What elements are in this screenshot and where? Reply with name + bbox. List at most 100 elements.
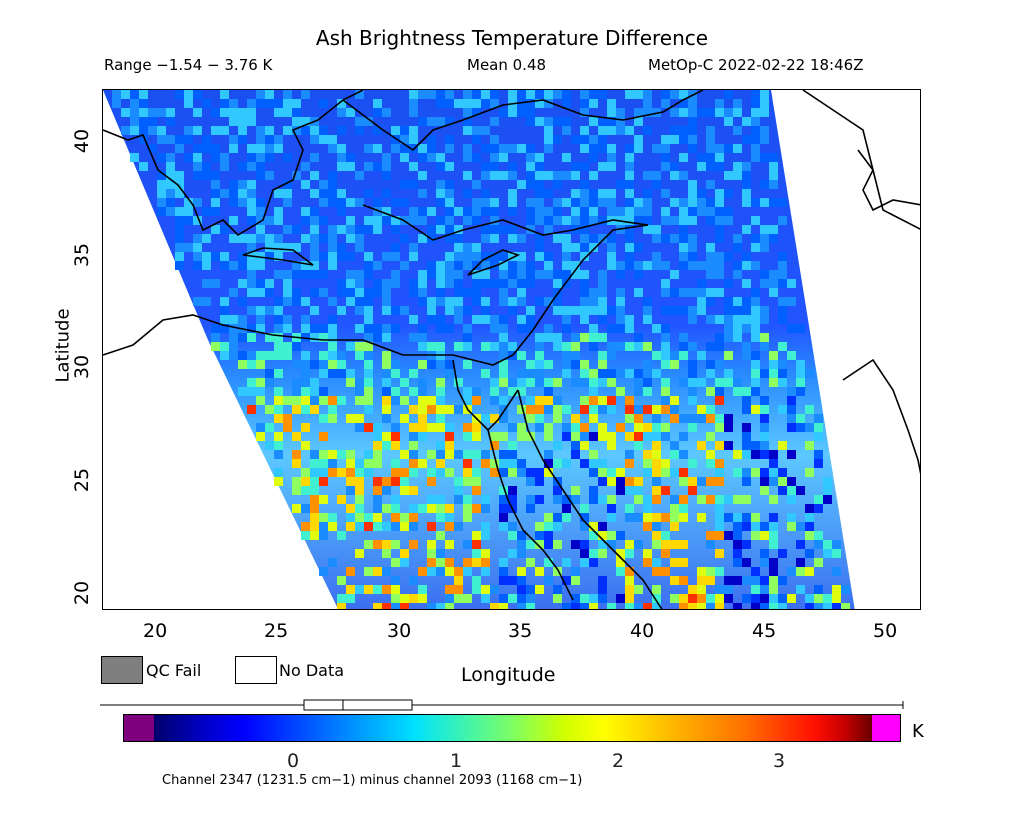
swath-pixel [661, 144, 670, 153]
swath-pixel [643, 558, 652, 567]
swath-pixel [778, 252, 787, 261]
swath-pixel [517, 549, 526, 558]
swath-pixel [202, 171, 211, 180]
swath-pixel [751, 576, 760, 585]
swath-pixel [301, 324, 310, 333]
swath-pixel [355, 396, 364, 405]
swath-pixel [139, 126, 148, 135]
swath-pixel [751, 369, 760, 378]
swath-pixel [445, 135, 454, 144]
swath-pixel [751, 153, 760, 162]
swath-pixel [337, 369, 346, 378]
swath-pixel [409, 279, 418, 288]
swath-pixel [652, 522, 661, 531]
swath-pixel [742, 432, 751, 441]
swath-pixel [571, 207, 580, 216]
swath-pixel [580, 315, 589, 324]
swath-pixel [598, 585, 607, 594]
swath-pixel [481, 306, 490, 315]
swath-pixel [751, 351, 760, 360]
swath-pixel [445, 180, 454, 189]
swath-pixel [166, 108, 175, 117]
swath-pixel [184, 153, 193, 162]
swath-pixel [796, 558, 805, 567]
swath-pixel [391, 126, 400, 135]
swath-pixel [814, 558, 823, 567]
qc-fail-label: QC Fail [146, 661, 202, 680]
swath-pixel [760, 585, 769, 594]
swath-pixel [454, 495, 463, 504]
swath-pixel [220, 90, 229, 99]
swath-pixel [715, 603, 724, 609]
swath-pixel [679, 126, 688, 135]
swath-pixel [211, 333, 220, 342]
swath-pixel [292, 108, 301, 117]
swath-pixel [409, 180, 418, 189]
swath-pixel [544, 189, 553, 198]
swath-pixel [643, 261, 652, 270]
swath-pixel [310, 153, 319, 162]
swath-pixel [373, 450, 382, 459]
swath-pixel [607, 234, 616, 243]
swath-pixel [535, 396, 544, 405]
swath-pixel [769, 594, 778, 603]
swath-pixel [490, 171, 499, 180]
swath-pixel [427, 315, 436, 324]
swath-pixel [589, 306, 598, 315]
swath-pixel [688, 144, 697, 153]
swath-pixel [355, 459, 364, 468]
swath-pixel [616, 180, 625, 189]
swath-pixel [616, 486, 625, 495]
swath-pixel [427, 567, 436, 576]
swath-pixel [481, 198, 490, 207]
swath-pixel [463, 513, 472, 522]
swath-pixel [571, 603, 580, 609]
swath-pixel [724, 306, 733, 315]
swath-pixel [508, 261, 517, 270]
swath-pixel [364, 585, 373, 594]
swath-pixel [274, 405, 283, 414]
swath-pixel [418, 585, 427, 594]
swath-pixel [715, 495, 724, 504]
swath-pixel [346, 504, 355, 513]
swath-pixel [562, 351, 571, 360]
swath-pixel [445, 144, 454, 153]
swath-pixel [193, 153, 202, 162]
swath-pixel [193, 198, 202, 207]
swath-pixel [445, 270, 454, 279]
swath-pixel [346, 450, 355, 459]
swath-pixel [310, 207, 319, 216]
swath-pixel [283, 396, 292, 405]
swath-pixel [841, 585, 850, 594]
swath-pixel [517, 261, 526, 270]
swath-pixel [265, 126, 274, 135]
swath-pixel [184, 216, 193, 225]
swath-pixel [679, 108, 688, 117]
swath-pixel [265, 153, 274, 162]
swath-pixel [823, 486, 832, 495]
swath-pixel [607, 126, 616, 135]
swath-pixel [166, 135, 175, 144]
chart-title: Ash Brightness Temperature Difference [315, 26, 709, 50]
swath-pixel [499, 252, 508, 261]
swath-pixel [787, 513, 796, 522]
swath-pixel [283, 351, 292, 360]
swath-pixel [733, 234, 742, 243]
swath-pixel [544, 558, 553, 567]
swath-pixel [535, 171, 544, 180]
swath-pixel [328, 396, 337, 405]
swath-pixel [553, 270, 562, 279]
swath-pixel [760, 522, 769, 531]
swath-pixel [634, 342, 643, 351]
swath-pixel [427, 450, 436, 459]
swath-pixel [355, 306, 364, 315]
swath-pixel [571, 135, 580, 144]
swath-pixel [427, 360, 436, 369]
swath-pixel [418, 423, 427, 432]
swath-pixel [166, 153, 175, 162]
swath-pixel [508, 306, 517, 315]
swath-pixel [742, 315, 751, 324]
swath-pixel [391, 279, 400, 288]
swath-pixel [184, 207, 193, 216]
swath-pixel [508, 486, 517, 495]
